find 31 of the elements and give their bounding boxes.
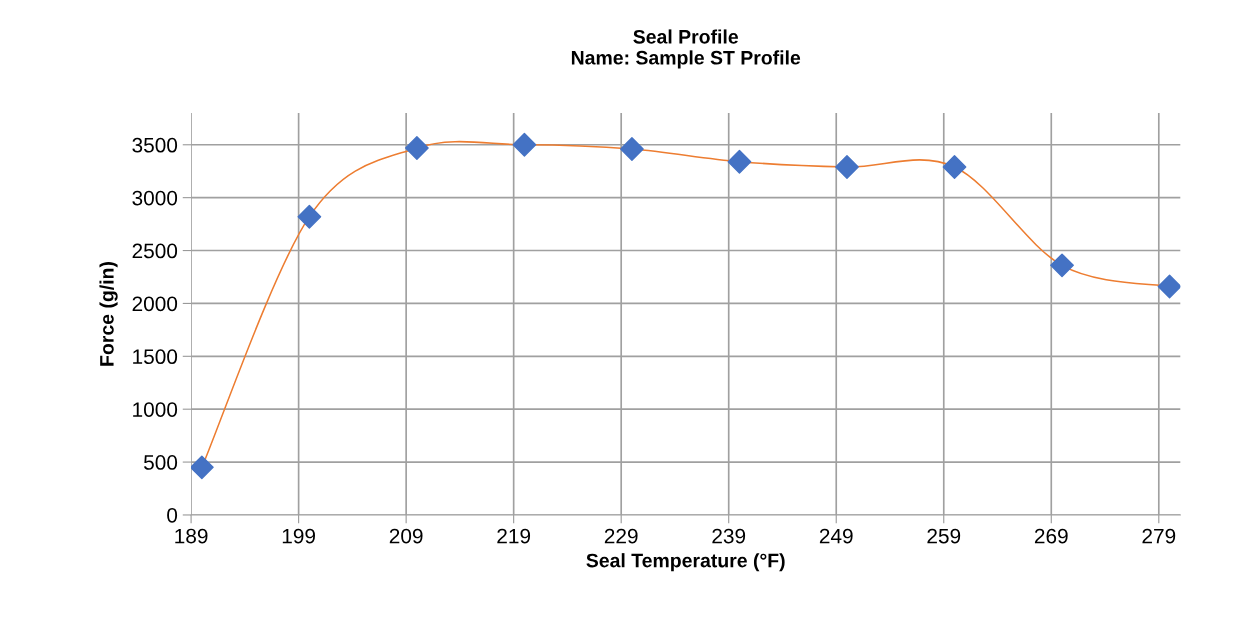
point xyxy=(191,455,214,480)
x-tick-label: 219 xyxy=(497,528,531,544)
y-tick-label: 2500 xyxy=(132,243,178,259)
y-tick-label: 1500 xyxy=(133,349,178,365)
point xyxy=(1157,274,1181,299)
point xyxy=(620,137,644,161)
y-tick-label: 3500 xyxy=(132,137,178,153)
point xyxy=(405,136,429,160)
point xyxy=(1050,253,1074,278)
x-tick-label: 239 xyxy=(712,528,746,544)
y-tick-label: 500 xyxy=(143,455,178,470)
y-tick-label: 2000 xyxy=(132,296,178,312)
x-tick-label: 189 xyxy=(175,528,208,544)
x-tick-label: 249 xyxy=(819,528,853,544)
y-axis-title: Force (g/in) xyxy=(99,262,118,366)
x-tick-label: 209 xyxy=(389,528,423,544)
y-tick-label: 0 xyxy=(167,507,178,523)
x-tick-label: 259 xyxy=(927,528,961,544)
y-tick-label: 3000 xyxy=(132,190,178,206)
chart-title: Seal Profile Name: Sample ST Profile xyxy=(571,29,801,69)
point xyxy=(512,132,537,157)
point xyxy=(297,204,322,229)
x-axis-title: Seal Temperature (°F) xyxy=(586,553,785,572)
y-tick-label: 1000 xyxy=(133,402,178,417)
x-tick-label: 199 xyxy=(282,528,316,544)
x-tick-label: 229 xyxy=(604,528,638,544)
point xyxy=(727,149,752,174)
x-tick-label: 279 xyxy=(1142,528,1176,544)
point xyxy=(942,155,967,179)
point xyxy=(835,155,859,179)
x-tick-label: 269 xyxy=(1034,528,1068,544)
